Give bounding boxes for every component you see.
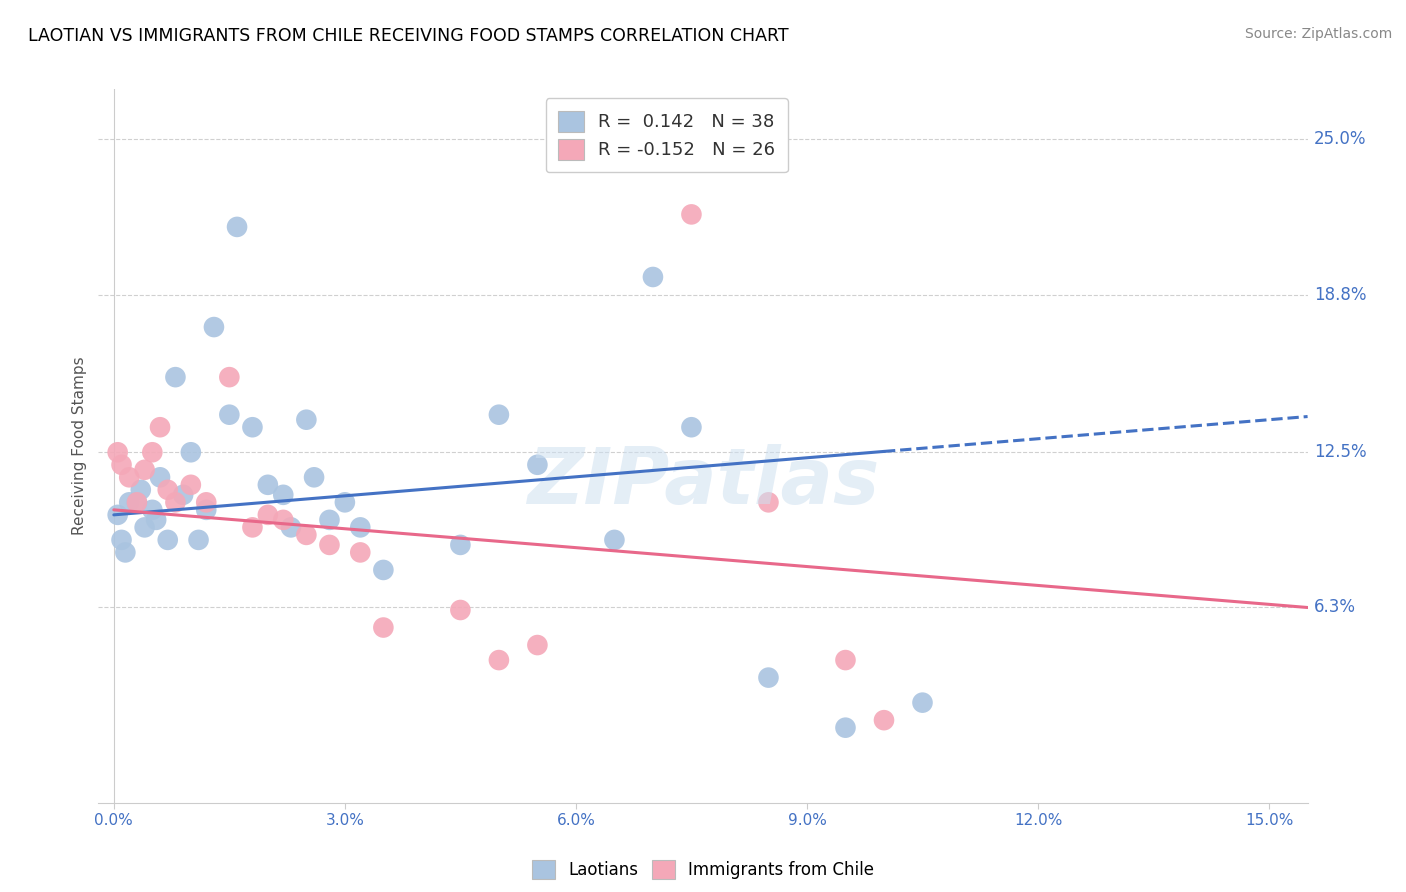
Point <box>526 638 548 652</box>
Text: Source: ZipAtlas.com: Source: ZipAtlas.com <box>1244 27 1392 41</box>
Point <box>125 495 148 509</box>
Y-axis label: Receiving Food Stamps: Receiving Food Stamps <box>72 357 87 535</box>
Point <box>641 270 664 285</box>
Point <box>349 545 371 559</box>
Point <box>165 370 187 384</box>
Legend: Laotians, Immigrants from Chile: Laotians, Immigrants from Chile <box>523 851 883 888</box>
Point <box>118 495 141 509</box>
Point <box>125 495 148 509</box>
Point <box>226 219 249 234</box>
Point <box>107 508 129 522</box>
Point <box>449 603 471 617</box>
Point <box>129 483 152 497</box>
Point <box>156 533 179 547</box>
Point <box>145 513 167 527</box>
Text: 18.8%: 18.8% <box>1313 285 1367 303</box>
Point <box>349 520 371 534</box>
Point <box>141 445 163 459</box>
Point <box>202 320 225 334</box>
Point <box>187 533 209 547</box>
Point <box>134 520 156 534</box>
Point <box>318 538 340 552</box>
Point <box>302 470 325 484</box>
Point <box>172 488 194 502</box>
Point <box>242 420 264 434</box>
Point <box>318 513 340 527</box>
Point <box>195 503 218 517</box>
Point <box>488 653 510 667</box>
Point <box>180 478 202 492</box>
Point <box>333 495 356 509</box>
Point <box>834 653 856 667</box>
Point <box>603 533 626 547</box>
Point <box>373 621 395 635</box>
Point <box>107 445 129 459</box>
Point <box>257 478 280 492</box>
Point <box>280 520 302 534</box>
Point <box>911 696 934 710</box>
Text: ZIPatlas: ZIPatlas <box>527 443 879 520</box>
Point <box>681 207 703 221</box>
Point <box>218 370 240 384</box>
Point <box>526 458 548 472</box>
Text: LAOTIAN VS IMMIGRANTS FROM CHILE RECEIVING FOOD STAMPS CORRELATION CHART: LAOTIAN VS IMMIGRANTS FROM CHILE RECEIVI… <box>28 27 789 45</box>
Point <box>195 495 218 509</box>
Point <box>758 495 780 509</box>
Point <box>156 483 179 497</box>
Point <box>110 533 132 547</box>
Point <box>180 445 202 459</box>
Point <box>257 508 280 522</box>
Text: 12.5%: 12.5% <box>1313 443 1367 461</box>
Point <box>141 503 163 517</box>
Point <box>134 463 156 477</box>
Point <box>873 713 896 727</box>
Point <box>114 545 136 559</box>
Point <box>758 671 780 685</box>
Point <box>218 408 240 422</box>
Point <box>834 721 856 735</box>
Point <box>295 413 318 427</box>
Point <box>373 563 395 577</box>
Point <box>242 520 264 534</box>
Point <box>449 538 471 552</box>
Point <box>118 470 141 484</box>
Text: 25.0%: 25.0% <box>1313 130 1367 148</box>
Point <box>681 420 703 434</box>
Point <box>149 420 172 434</box>
Text: 6.3%: 6.3% <box>1313 599 1355 616</box>
Point <box>165 495 187 509</box>
Point <box>271 488 294 502</box>
Point <box>110 458 132 472</box>
Point <box>149 470 172 484</box>
Point <box>271 513 294 527</box>
Point <box>488 408 510 422</box>
Point <box>295 528 318 542</box>
